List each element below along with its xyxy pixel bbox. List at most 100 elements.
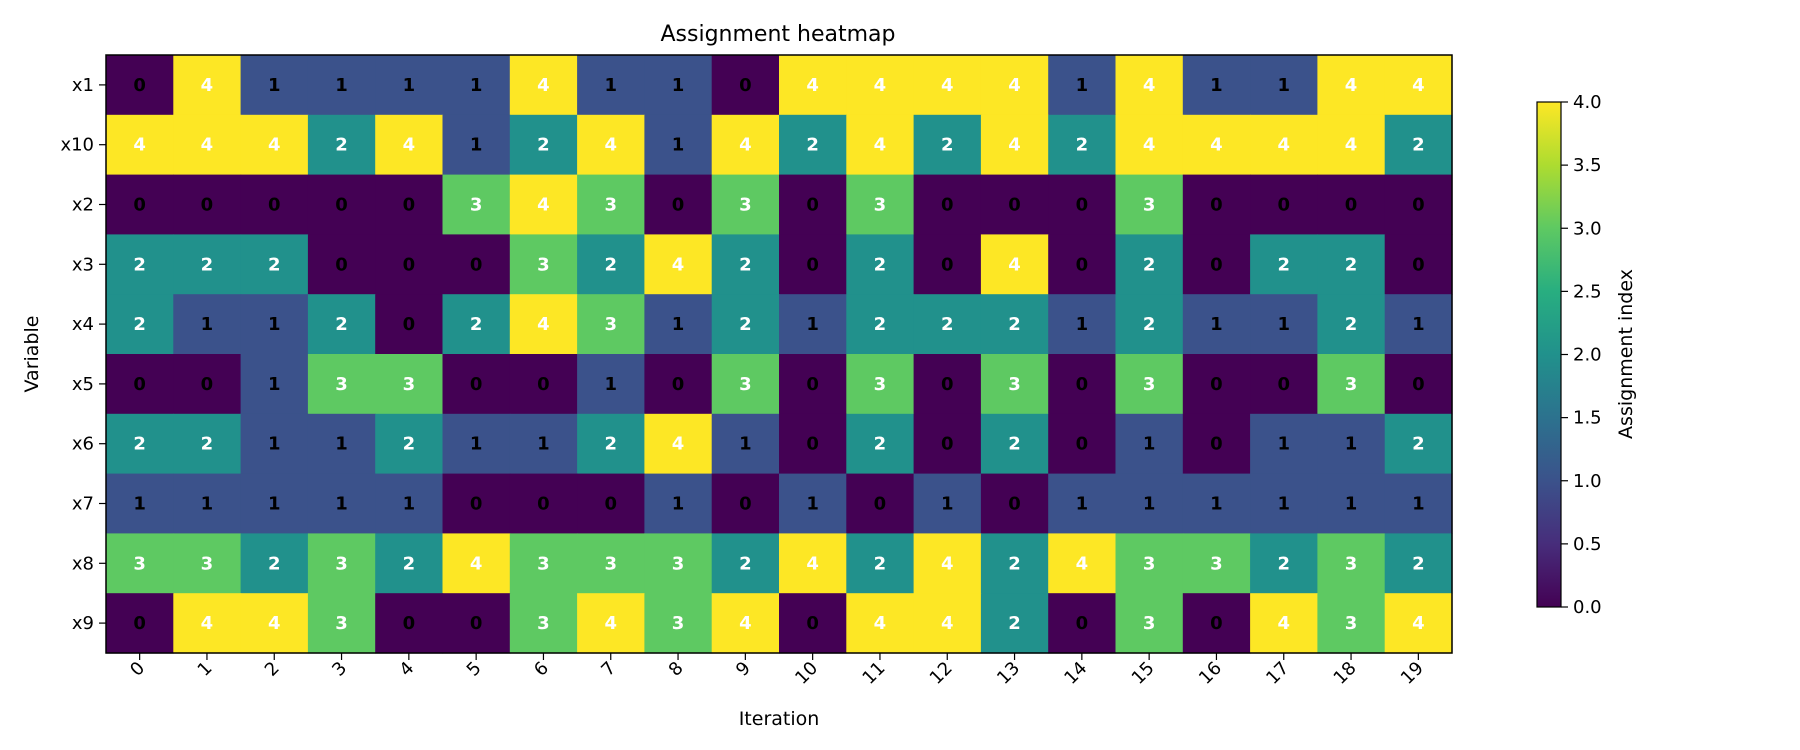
cell-value-label: 4 (874, 613, 887, 634)
cell-value-label: 2 (1008, 314, 1021, 335)
cell-value-label: 0 (335, 195, 348, 216)
cell-value-label: 0 (537, 374, 550, 395)
cell-value-label: 0 (403, 613, 416, 634)
heatmap-cell (577, 354, 645, 415)
colorbar-tick-label: 3.0 (1573, 218, 1602, 239)
heatmap-cell (846, 114, 915, 176)
cell-value-label: 1 (1277, 434, 1290, 455)
x-tick-label: 9 (732, 658, 755, 681)
cell-value-label: 4 (604, 613, 617, 634)
colorbar (1536, 101, 1562, 608)
cell-value-label: 2 (941, 135, 954, 156)
heatmap-cell (509, 413, 578, 475)
heatmap-cell (307, 294, 376, 355)
heatmap-cell (577, 473, 645, 534)
heatmap-cell (240, 234, 309, 295)
heatmap-cell (307, 234, 376, 295)
cell-value-label: 1 (1277, 75, 1290, 96)
heatmap-cell (375, 294, 444, 355)
cell-value-label: 2 (1008, 553, 1021, 574)
cell-value-label: 3 (403, 374, 416, 395)
cell-value-label: 3 (537, 254, 550, 275)
cell-value-label: 0 (1412, 195, 1425, 216)
heatmap-cell (711, 114, 780, 176)
heatmap-cell (509, 55, 578, 116)
cell-value-label: 1 (1076, 75, 1089, 96)
y-tick-label: x1 (72, 75, 94, 96)
heatmap-cell (711, 354, 780, 415)
heatmap-cell (1115, 114, 1184, 176)
heatmap-cell (1048, 55, 1117, 116)
cell-value-label: 4 (1143, 75, 1156, 96)
y-tick-label: x6 (72, 434, 94, 455)
y-tick-label: x10 (60, 135, 94, 156)
cell-value-label: 2 (537, 135, 550, 156)
heatmap-cell (375, 55, 444, 116)
heatmap-cell (1384, 234, 1453, 295)
cell-value-label: 1 (268, 494, 281, 515)
heatmap-cell (1317, 413, 1386, 475)
cell-value-label: 4 (874, 135, 887, 156)
cell-value-label: 1 (470, 75, 483, 96)
heatmap-cell (644, 473, 713, 534)
heatmap-cell (980, 55, 1049, 116)
cell-value-label: 2 (1143, 254, 1156, 275)
heatmap-cell (173, 234, 242, 295)
cell-value-label: 4 (1076, 553, 1089, 574)
cell-value-label: 3 (335, 613, 348, 634)
cell-value-label: 4 (201, 613, 214, 634)
heatmap-cell (1384, 593, 1453, 654)
x-tick-label: 6 (530, 658, 553, 681)
cell-value-label: 0 (403, 254, 416, 275)
y-tick-label: x5 (72, 374, 94, 395)
heatmap-cell (442, 174, 511, 235)
cell-value-label: 1 (268, 75, 281, 96)
heatmap-cell (375, 593, 444, 654)
colorbar-tick-label: 1.0 (1573, 471, 1602, 492)
cell-value-label: 0 (806, 613, 819, 634)
heatmap-cell (442, 114, 511, 176)
heatmap-cell (106, 473, 174, 534)
heatmap-cell (1250, 473, 1318, 534)
heatmap-cell (509, 114, 578, 176)
heatmap-cell (711, 174, 780, 235)
heatmap-cell (644, 174, 713, 235)
heatmap-cell (375, 533, 444, 594)
cell-value-label: 1 (739, 434, 752, 455)
heatmap-cell (442, 234, 511, 295)
colorbar-tick-label: 1.5 (1573, 408, 1602, 429)
cell-value-label: 1 (1412, 494, 1425, 515)
x-tick-label: 17 (1262, 658, 1293, 689)
heatmap-cell (1250, 593, 1318, 654)
cell-value-label: 0 (268, 195, 281, 216)
heatmap-cell (644, 114, 713, 176)
cell-value-label: 4 (537, 314, 550, 335)
cell-value-label: 0 (739, 494, 752, 515)
heatmap-cell (1182, 593, 1251, 654)
cell-value-label: 1 (1210, 75, 1223, 96)
heatmap-cell (307, 354, 376, 415)
heatmap-cell (173, 294, 242, 355)
heatmap-cell (173, 533, 242, 594)
cell-value-label: 4 (806, 75, 819, 96)
cell-value-label: 0 (1076, 434, 1089, 455)
cell-value-label: 4 (1412, 613, 1425, 634)
heatmap-cell (577, 234, 645, 295)
colorbar-tick-label: 0.5 (1573, 534, 1602, 555)
cell-value-label: 0 (133, 75, 146, 96)
cell-value-label: 1 (1210, 494, 1223, 515)
heatmap-cell (1182, 533, 1251, 594)
heatmap-cell (307, 533, 376, 594)
cell-value-label: 2 (335, 314, 348, 335)
cell-value-label: 1 (1277, 314, 1290, 335)
colorbar-ticks: 0.0 0.5 1.0 1.5 2.0 2.5 3.0 3.5 4.0 (1561, 92, 1602, 618)
heatmap-cell (307, 114, 376, 176)
cell-value-label: 1 (941, 494, 954, 515)
cell-value-label: 4 (1345, 75, 1358, 96)
colorbar-tick-label: 4.0 (1573, 92, 1602, 113)
cell-value-label: 1 (335, 75, 348, 96)
heatmap-cell (375, 354, 444, 415)
colorbar-tick-label: 2.5 (1573, 281, 1602, 302)
cell-value-label: 2 (941, 314, 954, 335)
cell-value-label: 3 (133, 553, 146, 574)
